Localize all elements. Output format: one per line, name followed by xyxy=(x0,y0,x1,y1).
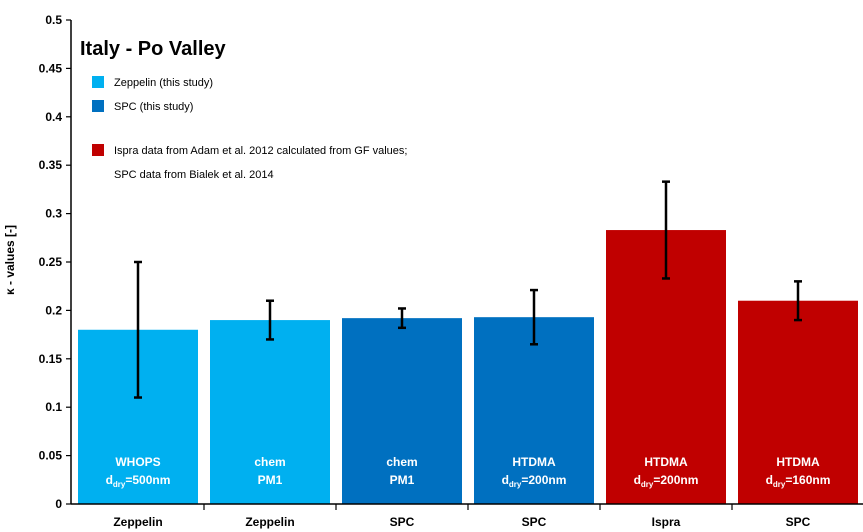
x-tick-label-3: SPC xyxy=(390,515,415,529)
bar-3 xyxy=(342,318,462,504)
legend-swatch-1 xyxy=(92,76,104,88)
axes-layer: Zeppelin Zeppelin SPC SPC Ispra SPC 0 0.05 0.1 0.… xyxy=(39,13,863,529)
legend-label-3-2: SPC data from Bialek et al. 2014 xyxy=(114,169,274,181)
legend-label-1-1: Zeppelin (this study) xyxy=(114,77,213,89)
legend-label-2-1: SPC (this study) xyxy=(114,101,193,113)
bar-label-line1-2: chem xyxy=(254,455,285,469)
bar-label-line2-4: ddry=200nm xyxy=(502,473,567,489)
y-tick-label-8: 0.4 xyxy=(45,110,62,124)
y-tick-label-9: 0.45 xyxy=(39,61,63,75)
bar-label-line2-1: ddry=500nm xyxy=(106,473,171,489)
legend-swatch-2 xyxy=(92,100,104,112)
legend: Zeppelin (this study) SPC (this study) Isp… xyxy=(92,76,407,181)
y-tick-label-6: 0.3 xyxy=(45,207,62,221)
y-tick-label-4: 0.2 xyxy=(45,303,62,317)
x-tick-label-2: Zeppelin xyxy=(245,515,294,529)
x-tick-label-1: Zeppelin xyxy=(113,515,162,529)
bar-6 xyxy=(738,300,858,504)
y-axis-label: κ - values [-] xyxy=(3,225,17,295)
bar-4 xyxy=(474,317,594,504)
y-tick-label-2: 0.1 xyxy=(45,400,62,414)
chart-title: Italy - Po Valley xyxy=(80,38,227,60)
bar-label-line1-4: HTDMA xyxy=(512,455,556,469)
bar-label-line2-5: ddry=200nm xyxy=(634,473,699,489)
bar-label-line1-1: WHOPS xyxy=(115,455,160,469)
y-tick-label-5: 0.25 xyxy=(39,255,63,269)
bar-label-line1-6: HTDMA xyxy=(776,455,820,469)
error-bars-layer xyxy=(134,180,802,399)
bar-label-line1-3: chem xyxy=(386,455,417,469)
x-tick-label-5: Ispra xyxy=(652,515,681,529)
legend-swatch-3 xyxy=(92,144,104,156)
x-tick-label-4: SPC xyxy=(522,515,547,529)
bar-label-line2-2: PM1 xyxy=(258,473,283,487)
bar-label-line1-5: HTDMA xyxy=(644,455,688,469)
y-tick-label-1: 0.05 xyxy=(39,449,63,463)
legend-label-3-1: Ispra data from Adam et al. 2012 calcula… xyxy=(114,145,407,157)
y-tick-label-0: 0 xyxy=(55,497,62,511)
y-tick-label-3: 0.15 xyxy=(39,352,63,366)
bars-layer xyxy=(78,230,858,504)
y-tick-label-10: 0.5 xyxy=(45,13,62,27)
x-tick-label-6: SPC xyxy=(786,515,811,529)
y-tick-label-7: 0.35 xyxy=(39,158,63,172)
bar-2 xyxy=(210,320,330,504)
bar-label-line2-3: PM1 xyxy=(390,473,415,487)
bar-labels-layer: WHOPS ddry=500nm chem PM1 chem PM1 HTDMA ddry=2… xyxy=(106,455,831,489)
bar-label-line2-6: ddry=160nm xyxy=(766,473,831,489)
